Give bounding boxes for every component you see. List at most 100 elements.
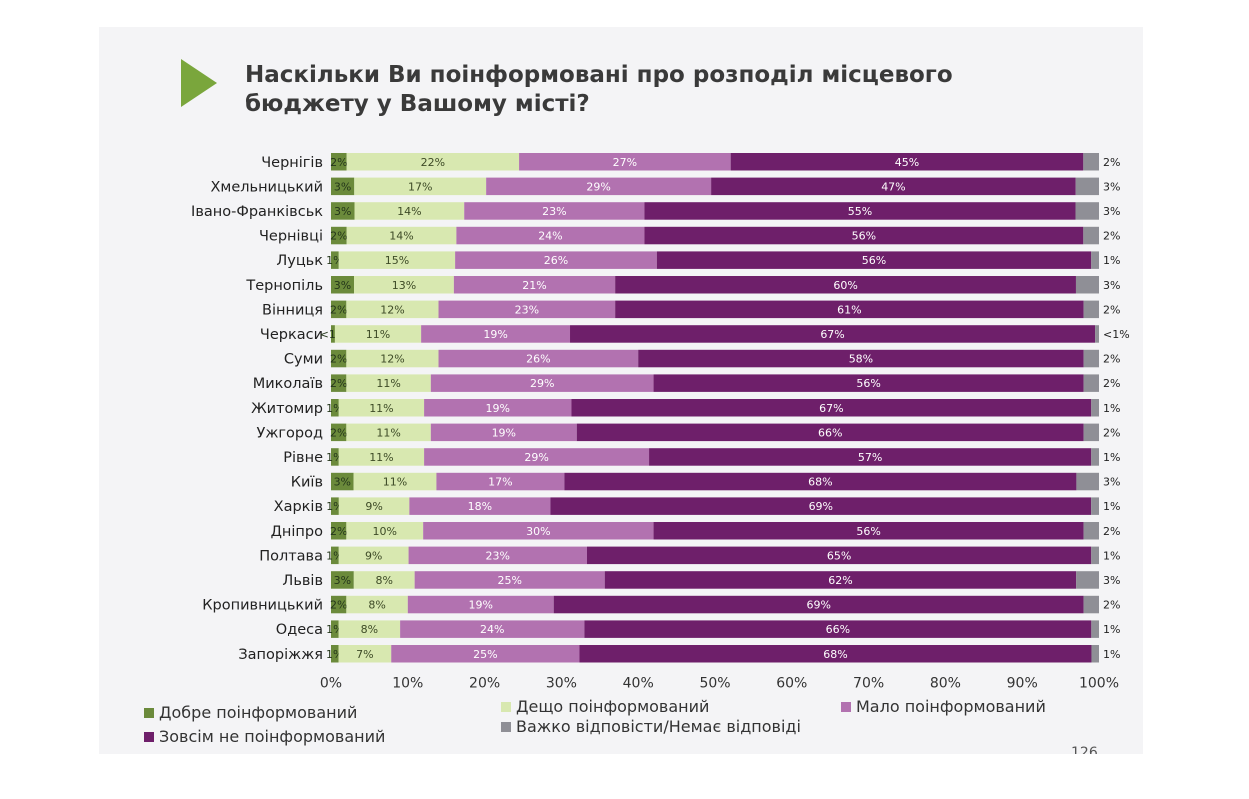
category-label: Тернопіль (245, 278, 323, 294)
bar-segment (346, 226, 457, 245)
legend-swatch-hard (501, 721, 511, 732)
bar-segment (409, 497, 551, 515)
data-label: 2% (1103, 303, 1120, 316)
bar-segment (1083, 349, 1099, 368)
bar-segment (346, 522, 424, 540)
bar-segment (1083, 522, 1099, 540)
bar-segment (653, 374, 1084, 392)
bar-segment (331, 497, 339, 515)
bar-segment (391, 645, 580, 663)
bar-segment (1083, 300, 1099, 319)
data-label: 2% (330, 426, 347, 439)
bar-segment (438, 300, 616, 319)
category-label: Одеса (276, 622, 323, 638)
bar-segment (587, 546, 1092, 565)
bar-segment (564, 472, 1077, 491)
bar-segment (430, 423, 577, 442)
data-label: 55% (848, 205, 872, 218)
data-label: 3% (1103, 279, 1120, 292)
data-label: 2% (1103, 353, 1120, 366)
data-label: 10% (373, 525, 397, 538)
category-label: Львів (282, 573, 323, 589)
data-label: 27% (613, 156, 637, 169)
data-label: 19% (492, 426, 516, 439)
bar-segment (331, 423, 347, 442)
legend-item-little: Мало поінформований (841, 697, 1046, 716)
bar-segment (331, 300, 347, 319)
data-label: 8% (361, 623, 378, 636)
legend-swatch-somewhat (501, 701, 511, 712)
data-label: 11% (366, 328, 390, 341)
bar-segment (346, 300, 439, 319)
data-label: 11% (369, 402, 393, 415)
data-label: 23% (515, 303, 539, 316)
data-label: 24% (538, 230, 562, 243)
bar-segment (331, 251, 339, 269)
bar-segment (408, 546, 587, 565)
bar-segment (644, 202, 1076, 220)
bar-segment (331, 645, 339, 663)
category-label: Луцьк (276, 253, 323, 269)
data-label: 2% (1103, 156, 1120, 169)
data-label: 23% (486, 549, 510, 562)
bar-segment (421, 325, 571, 343)
data-label: 2% (330, 303, 347, 316)
data-label: 56% (856, 525, 880, 538)
x-tick-label: 90% (1007, 676, 1038, 692)
bar-segment (346, 349, 439, 368)
legend-swatch-not (144, 731, 154, 742)
x-tick-label: 50% (699, 676, 730, 692)
bar-segment (464, 202, 645, 220)
data-label: <1% (1103, 328, 1130, 341)
data-label: 66% (826, 623, 850, 636)
bar-segment (353, 472, 437, 491)
data-label: 9% (365, 500, 382, 513)
data-label: 68% (823, 648, 847, 661)
bar-segment (338, 620, 401, 638)
data-label: 13% (392, 279, 416, 292)
category-label: Кропивницький (202, 598, 323, 614)
data-label: 9% (365, 549, 382, 562)
data-label: 69% (809, 500, 833, 513)
bar-segment (353, 571, 415, 589)
bar-segment (1076, 571, 1099, 589)
bar-segment (338, 448, 425, 466)
bar-segment (334, 325, 422, 343)
data-label: 61% (837, 303, 861, 316)
bar-segment (331, 546, 339, 565)
data-label: 68% (808, 476, 832, 489)
legend-item-well: Добре поінформований (144, 703, 357, 722)
bar-segment (579, 645, 1092, 663)
data-label: 2% (1103, 377, 1120, 390)
bar-segment (576, 423, 1084, 442)
data-label: 29% (586, 180, 610, 193)
legend-item-somewhat: Дещо поінформований (501, 697, 709, 716)
x-tick-label: 40% (623, 676, 654, 692)
data-label: 23% (542, 205, 566, 218)
data-label: 3% (334, 180, 351, 193)
data-label: 12% (380, 353, 404, 366)
bar-segment (331, 276, 355, 294)
bar-segment (644, 226, 1084, 245)
data-label: 62% (828, 574, 852, 587)
stacked-bar-chart: Чернігів 2% 22% 27% 45% 2% Хмельницький 3% 17% 29… (191, 153, 1130, 692)
data-label: 25% (473, 648, 497, 661)
bar-segment (486, 177, 712, 196)
data-label: 14% (389, 230, 413, 243)
title-arrow-icon (181, 59, 217, 107)
bar-segment (346, 423, 431, 442)
bar-segment (338, 399, 425, 417)
bar-segment (1075, 202, 1099, 220)
category-label: Київ (291, 475, 323, 491)
x-tick-label: 70% (853, 676, 884, 692)
bar-segment (455, 251, 657, 269)
data-label: 57% (858, 451, 882, 464)
data-label: 60% (833, 279, 857, 292)
legend-item-not: Зовсім не поінформований (144, 727, 385, 746)
data-label: 2% (330, 599, 347, 612)
bar-segment (653, 522, 1084, 540)
bar-segment (656, 251, 1092, 269)
bar-segment (604, 571, 1077, 589)
report-page: Наскільки Ви поінформовані про розподіл … (99, 27, 1143, 754)
data-label: 25% (497, 574, 521, 587)
